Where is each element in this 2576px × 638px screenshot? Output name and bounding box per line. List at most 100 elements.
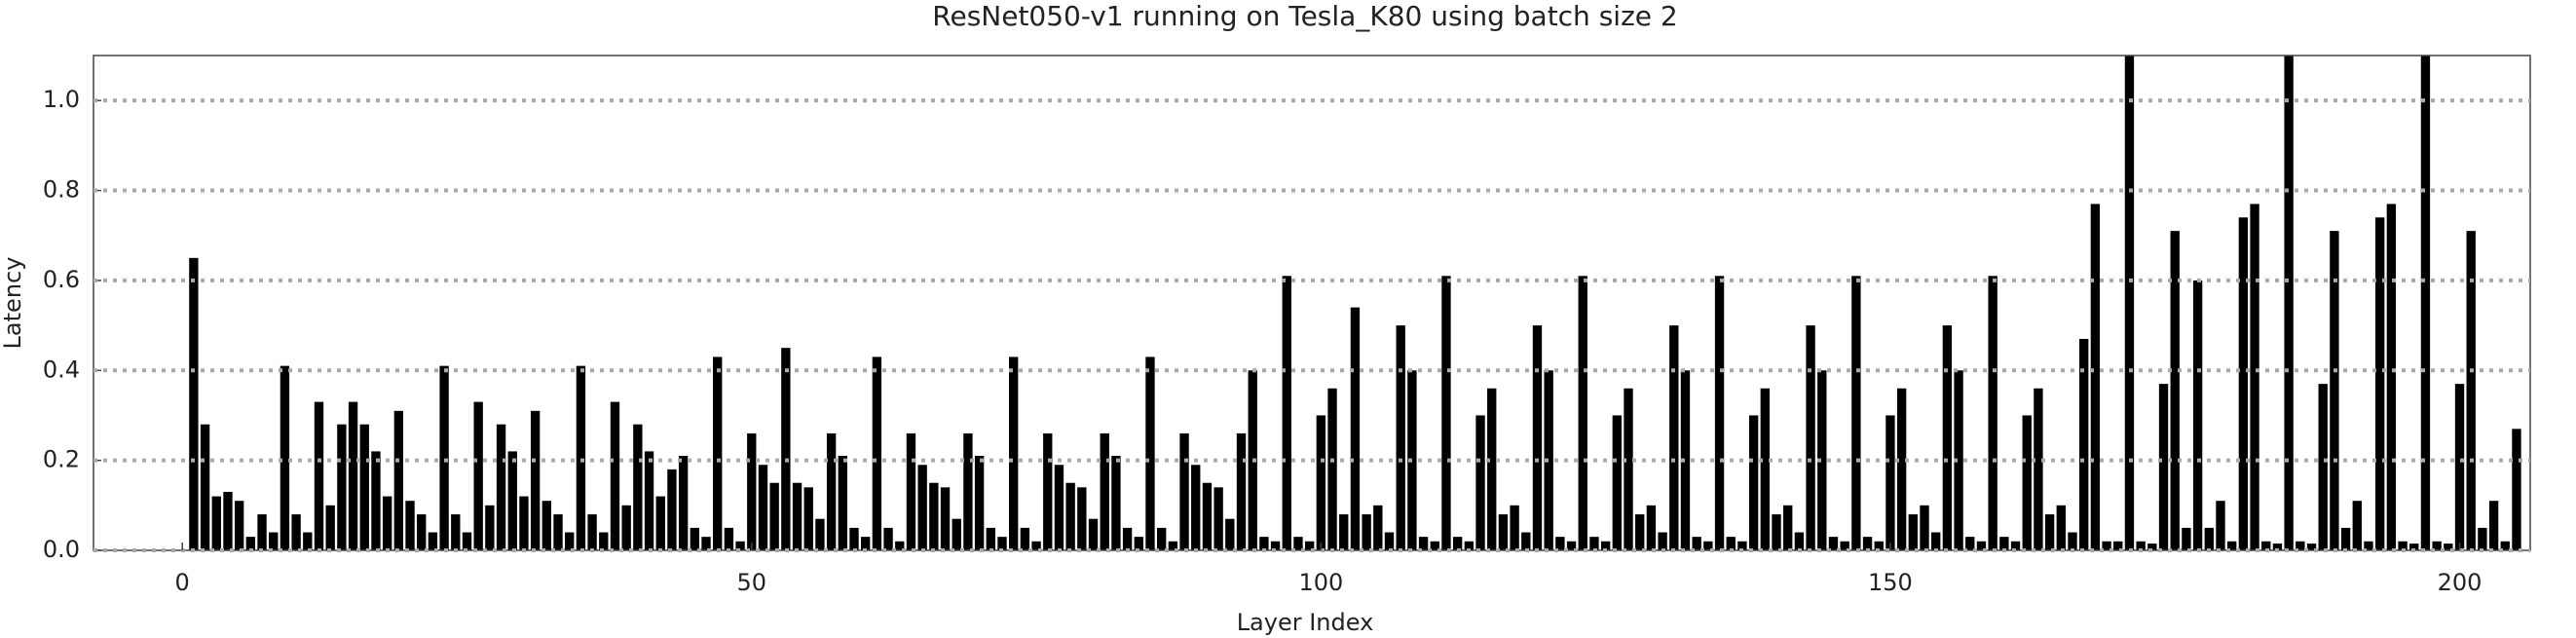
bar <box>325 505 335 550</box>
bar <box>2512 429 2521 550</box>
bar <box>2079 338 2089 550</box>
bar <box>2364 541 2373 550</box>
x-tick-label: 100 <box>1298 569 1343 596</box>
bar <box>1976 541 1987 550</box>
y-tick-label: 0.6 <box>43 266 80 293</box>
bar <box>1840 541 1849 550</box>
bar <box>1714 276 1725 550</box>
bar <box>496 424 506 550</box>
bar <box>895 541 905 550</box>
bar <box>1213 487 1223 550</box>
bar <box>1920 505 1929 550</box>
bar <box>1532 325 1543 550</box>
bar <box>678 456 689 550</box>
bar <box>2272 544 2283 550</box>
x-tick-label: 50 <box>737 569 767 596</box>
bar <box>1031 541 1041 550</box>
bar <box>838 456 847 550</box>
bar <box>2284 56 2294 550</box>
bar <box>541 501 552 550</box>
bar <box>906 432 916 550</box>
bar <box>507 451 517 550</box>
bar <box>781 348 791 550</box>
y-axis-label: Latency <box>0 257 26 350</box>
x-tick-label: 0 <box>175 569 190 596</box>
bar <box>1122 527 1133 550</box>
bar <box>747 432 757 550</box>
bar <box>245 537 256 550</box>
bar <box>1828 537 1839 550</box>
bar <box>1134 537 1143 550</box>
bar <box>1191 465 1201 550</box>
bar <box>2022 415 2032 550</box>
bar <box>952 518 961 550</box>
bar <box>2500 541 2510 550</box>
bar <box>1703 541 1713 550</box>
bar <box>189 257 199 550</box>
bar <box>1817 370 1827 550</box>
y-tick-label: 0.4 <box>43 356 80 383</box>
bar <box>883 527 893 550</box>
bar <box>2250 204 2259 550</box>
bar <box>269 532 279 550</box>
y-tick-label: 0.8 <box>43 176 80 204</box>
bar <box>1635 514 1645 550</box>
x-axis-label: Layer Index <box>1237 609 1374 636</box>
y-tick-label: 1.0 <box>43 86 80 113</box>
bar <box>1475 415 1485 550</box>
bar <box>826 432 837 550</box>
bar <box>1373 505 1383 550</box>
bar <box>576 365 586 550</box>
bar <box>644 451 654 550</box>
bar <box>1851 276 1861 550</box>
bar <box>1806 325 1815 550</box>
bar <box>1965 537 1975 550</box>
bar <box>2227 541 2237 550</box>
bar <box>2409 544 2419 550</box>
bar <box>1339 514 1349 550</box>
bar <box>1999 537 2009 550</box>
bar <box>2398 541 2408 550</box>
bar <box>2124 56 2135 550</box>
bar <box>940 487 951 550</box>
bar <box>1954 370 1963 550</box>
bar <box>1202 482 1213 550</box>
bar <box>1794 532 1805 550</box>
bar <box>1020 527 1030 550</box>
bar <box>974 456 985 550</box>
bar <box>1054 465 1064 550</box>
bar <box>872 357 882 550</box>
bar <box>405 501 415 550</box>
bar <box>997 537 1007 550</box>
bar <box>519 496 529 550</box>
bar <box>655 496 665 550</box>
bar <box>1487 388 1497 550</box>
bar <box>1748 415 1759 550</box>
bar <box>758 465 768 550</box>
bar <box>769 482 779 550</box>
bar <box>382 496 392 550</box>
bar <box>371 451 381 550</box>
y-tick-label: 0.0 <box>43 536 80 563</box>
bar <box>1464 541 1475 550</box>
bar <box>2420 56 2431 550</box>
bar <box>1236 432 1247 550</box>
bar <box>1874 541 1884 550</box>
bar <box>211 496 221 550</box>
bar <box>2261 541 2271 550</box>
bar <box>713 357 723 550</box>
bar <box>1111 456 1121 550</box>
bar <box>986 527 995 550</box>
x-tick-label: 200 <box>2438 569 2483 596</box>
bar <box>1043 432 1053 550</box>
bar <box>1578 276 1587 550</box>
bar <box>861 537 871 550</box>
bar <box>1009 357 1019 550</box>
bar <box>2056 505 2066 550</box>
bar <box>1270 541 1281 550</box>
bar <box>1589 537 1599 550</box>
bar <box>2330 231 2339 550</box>
bars <box>189 56 2521 550</box>
bar <box>1362 514 1371 550</box>
bar <box>337 424 347 550</box>
